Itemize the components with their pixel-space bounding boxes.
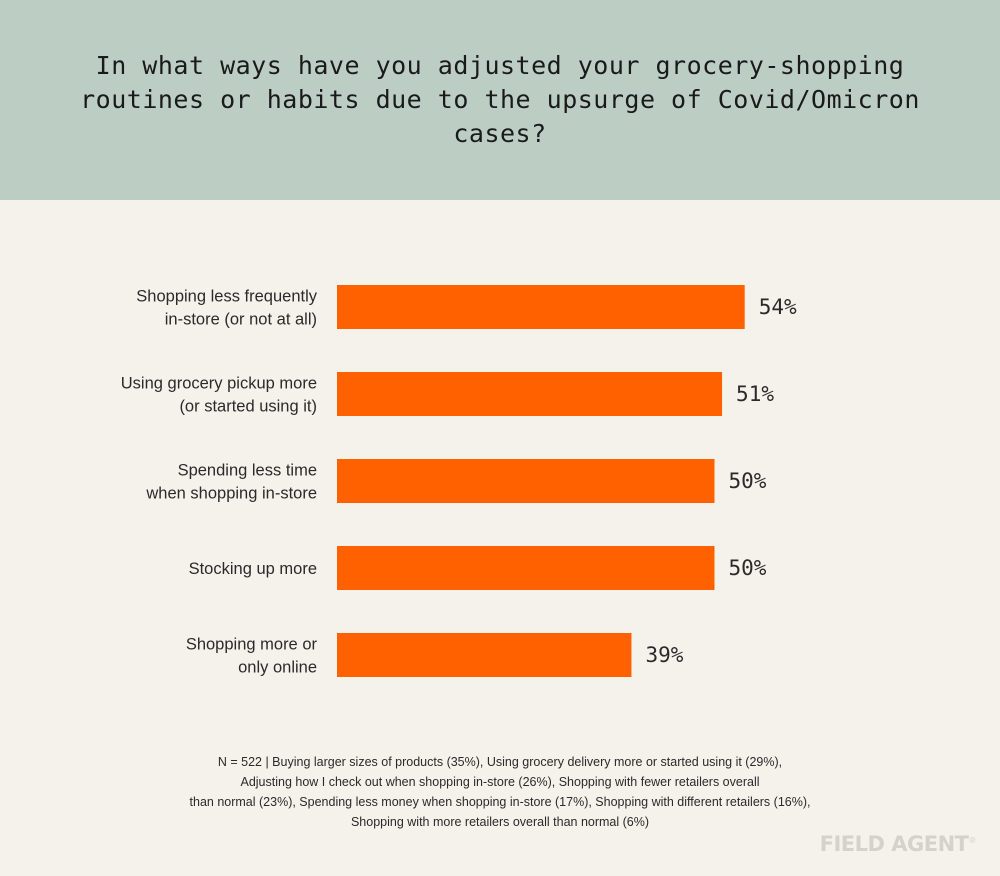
footnote-line: N = 522 | Buying larger sizes of product… xyxy=(217,755,783,769)
bar-chart: 54% Shopping less frequently in-store (or … xyxy=(121,285,797,677)
bar xyxy=(337,546,715,590)
category-label: only online xyxy=(238,659,317,677)
bar-value-label: 50% xyxy=(729,556,767,580)
bar xyxy=(337,285,745,329)
logo-text: FIELD AGENT xyxy=(819,832,969,856)
footnote-line: Shopping with more retailers overall tha… xyxy=(350,815,650,829)
category-label: Stocking up more xyxy=(189,560,317,578)
category-label: Shopping more or xyxy=(186,636,318,654)
footnote: N = 522 | Buying larger sizes of product… xyxy=(120,752,880,832)
footnote-line: Adjusting how I check out when shopping … xyxy=(240,775,760,789)
category-label: when shopping in-store xyxy=(145,485,317,503)
category-label: Using grocery pickup more xyxy=(121,375,317,393)
category-label: Shopping less frequently xyxy=(136,288,317,306)
field-agent-logo: FIELD AGENT® xyxy=(819,832,977,856)
bar xyxy=(337,459,715,503)
bar xyxy=(337,372,723,416)
bar xyxy=(337,633,632,677)
bar-value-label: 54% xyxy=(759,295,797,319)
category-label: (or started using it) xyxy=(179,398,317,416)
category-label: in-store (or not at all) xyxy=(165,311,317,329)
category-label: Spending less time xyxy=(178,462,317,480)
logo-registered-mark: ® xyxy=(968,836,977,845)
bar-value-label: 51% xyxy=(736,382,774,406)
bar-value-label: 50% xyxy=(729,469,767,493)
footnote-line: than normal (23%), Spending less money w… xyxy=(189,795,811,809)
bar-value-label: 39% xyxy=(645,643,683,667)
chart-title: In what ways have you adjusted your groc… xyxy=(80,51,920,148)
header-banner: In what ways have you adjusted your groc… xyxy=(0,0,1000,200)
